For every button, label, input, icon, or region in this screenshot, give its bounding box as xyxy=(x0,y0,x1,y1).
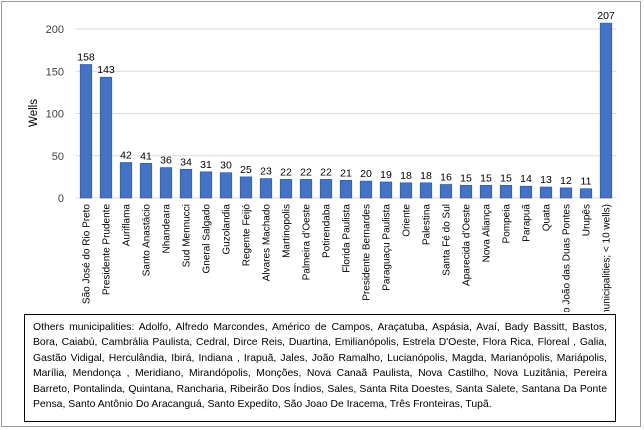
data-label: 18 xyxy=(420,170,432,182)
data-label: 31 xyxy=(200,159,212,171)
data-label: 23 xyxy=(260,166,272,178)
data-label: 22 xyxy=(280,166,292,178)
bar xyxy=(439,184,453,199)
bar xyxy=(139,163,153,199)
bar xyxy=(459,185,473,199)
bar xyxy=(339,179,353,199)
category-label: Sud Mennucci xyxy=(182,204,193,267)
category-label: Santa Fé do Sul xyxy=(442,204,453,276)
bar xyxy=(359,180,373,199)
bar xyxy=(479,185,493,199)
bar xyxy=(519,185,533,199)
bar xyxy=(159,167,173,199)
data-label: 15 xyxy=(500,172,512,184)
data-label: 16 xyxy=(440,171,452,183)
y-axis-title: Wells xyxy=(28,99,40,127)
bar xyxy=(219,172,233,199)
category-label: Martinopolis xyxy=(282,204,293,258)
bars xyxy=(79,22,613,199)
bar xyxy=(99,76,113,199)
data-label: 11 xyxy=(581,176,592,188)
data-label: 143 xyxy=(97,64,115,76)
data-label: 19 xyxy=(380,169,392,181)
bar xyxy=(539,186,553,199)
data-label: 18 xyxy=(400,170,412,182)
y-tick-label: 0 xyxy=(58,193,64,205)
y-tick-label: 200 xyxy=(46,24,64,36)
data-label: 12 xyxy=(560,175,572,187)
category-label: Oriente xyxy=(402,204,413,237)
y-tick-label: 100 xyxy=(46,109,64,121)
category-label: Aparecida d'Oeste xyxy=(462,204,473,286)
bar xyxy=(399,182,413,199)
data-label: 22 xyxy=(300,166,312,178)
bar xyxy=(79,64,93,199)
category-label: Nova Aliança xyxy=(482,204,493,263)
bar xyxy=(559,187,573,199)
bar xyxy=(499,185,513,199)
category-label: Alvares Machado xyxy=(262,204,273,282)
category-label: Guzolandia xyxy=(222,204,233,255)
category-label: Regente Feijó xyxy=(242,204,253,267)
bar xyxy=(419,182,433,199)
bar xyxy=(579,188,593,199)
bar xyxy=(299,179,313,199)
category-label: Presidente Bernardes xyxy=(362,204,373,301)
category-labels: São José do Rio Preto Presidente Prudente… xyxy=(82,204,613,312)
y-tick-labels: 0 50 100 150 200 xyxy=(46,24,64,205)
municipalities-note-text: Others municipalities: Adolfo, Alfredo M… xyxy=(33,322,607,411)
category-label: Potirendaba xyxy=(322,204,333,258)
category-label: Paraguaçu Paulista xyxy=(382,204,393,291)
municipalities-note: Others municipalities: Adolfo, Alfredo M… xyxy=(24,314,616,422)
bar xyxy=(239,176,253,199)
data-label: 20 xyxy=(360,168,372,180)
bar xyxy=(179,168,193,199)
category-label: Nhandeara xyxy=(162,204,173,254)
bar xyxy=(599,22,613,199)
bar xyxy=(319,179,333,199)
data-label: 41 xyxy=(140,150,152,162)
category-label: São José do Rio Preto xyxy=(82,204,93,304)
data-label: 21 xyxy=(340,167,352,179)
category-label: Palestina xyxy=(422,204,433,246)
category-label: Urupês xyxy=(582,204,593,236)
data-label: 14 xyxy=(520,173,532,185)
data-label: 25 xyxy=(240,164,252,176)
category-label: Gneral Salgado xyxy=(202,204,213,274)
category-label: Auriflama xyxy=(122,204,133,247)
y-tick-label: 50 xyxy=(52,151,64,163)
category-label: Florida Paulista xyxy=(342,204,353,273)
category-label: Quata xyxy=(542,204,553,232)
data-label: 30 xyxy=(220,160,232,172)
bar xyxy=(119,162,133,199)
category-label: Parapuã xyxy=(522,204,533,242)
data-label: 22 xyxy=(320,166,332,178)
category-label: São João das Duas Pontes xyxy=(562,204,573,312)
bar xyxy=(279,179,293,199)
category-label: Pompeia xyxy=(502,204,513,244)
data-label: 36 xyxy=(160,155,172,167)
data-label: 207 xyxy=(597,10,615,22)
data-label: 158 xyxy=(77,51,95,63)
y-tick-label: 150 xyxy=(46,66,64,78)
category-label: Presidente Prudente xyxy=(102,204,113,296)
data-label: 15 xyxy=(460,172,472,184)
data-label: 42 xyxy=(120,150,132,162)
bar xyxy=(379,181,393,199)
category-label: Others (52 municipalities; < 10 wells) xyxy=(602,204,613,312)
category-label: Santo Anastácio xyxy=(142,204,153,277)
bar xyxy=(199,171,213,199)
data-label: 13 xyxy=(540,174,552,186)
data-label: 15 xyxy=(480,172,492,184)
category-label: Palmeira d'Oeste xyxy=(302,204,313,281)
bar xyxy=(259,178,273,199)
data-label: 34 xyxy=(180,156,192,168)
